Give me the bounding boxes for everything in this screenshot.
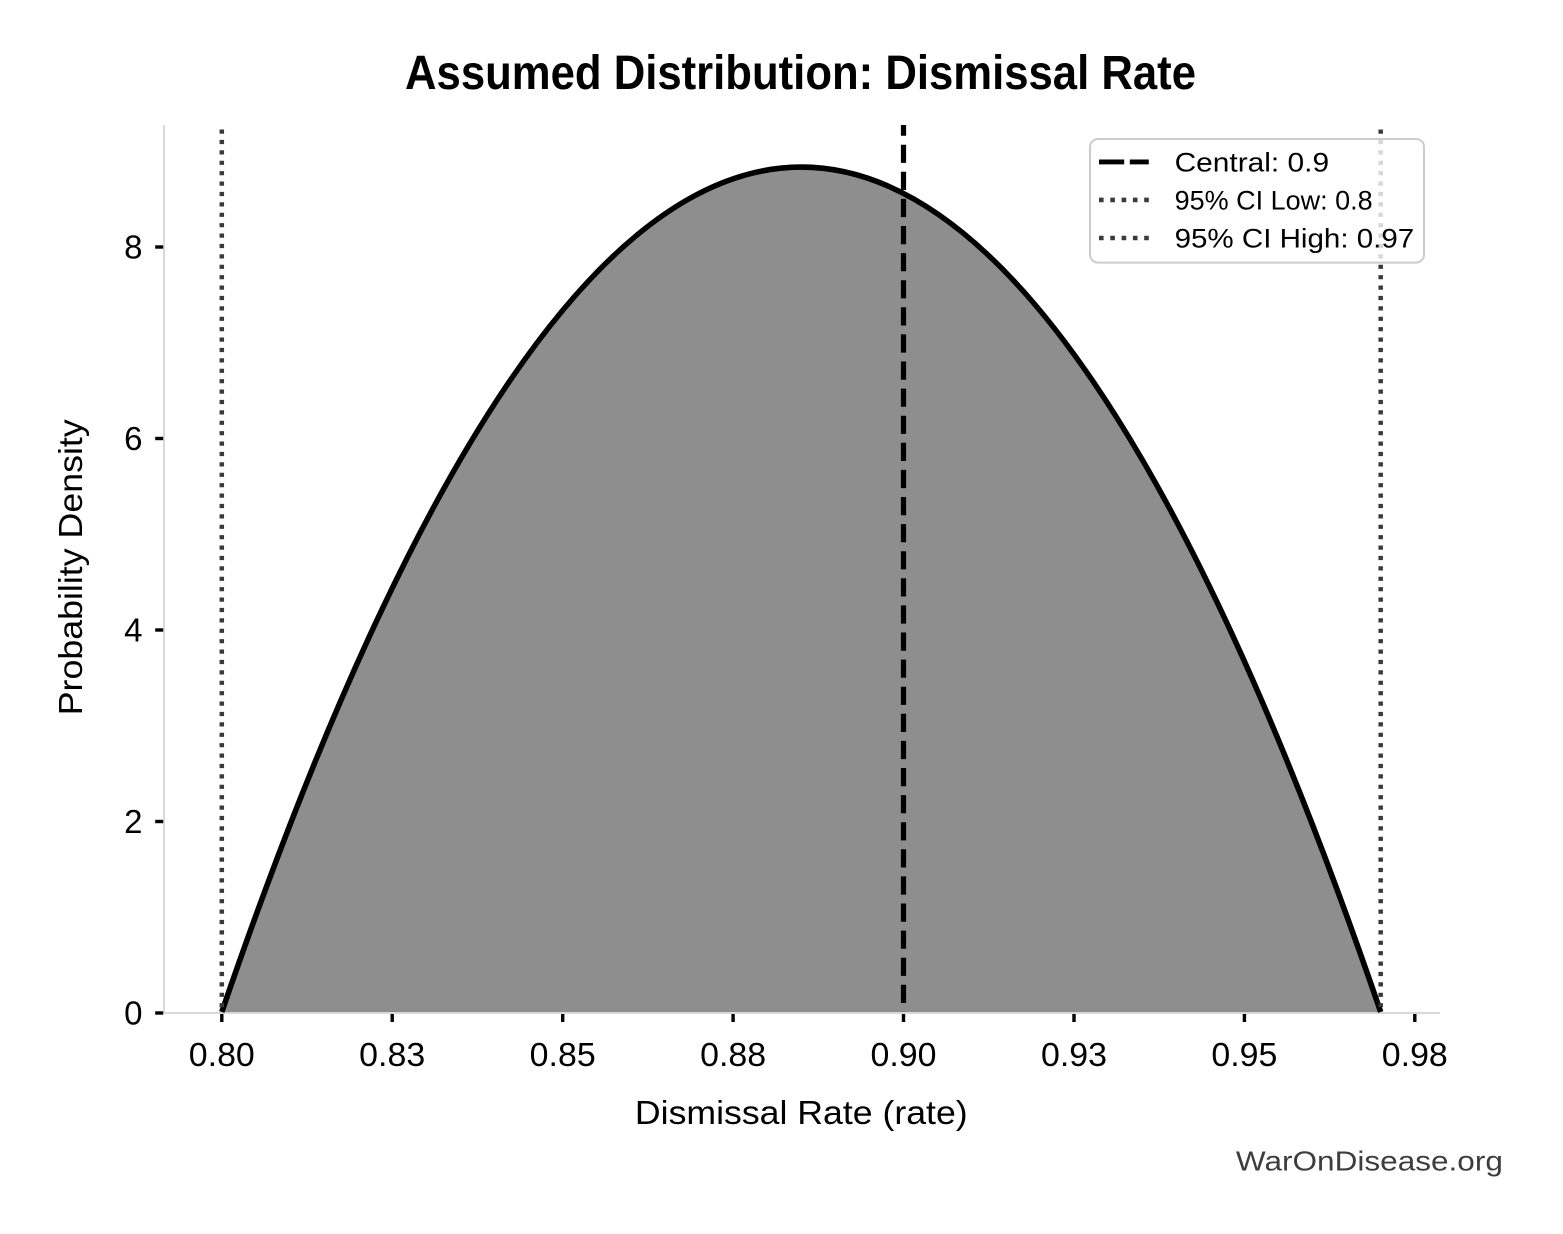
svg-text:Dismissal Rate (rate): Dismissal Rate (rate): [635, 1094, 968, 1131]
svg-text:2: 2: [124, 803, 142, 840]
svg-text:0.98: 0.98: [1382, 1036, 1448, 1073]
svg-text:WarOnDisease.org: WarOnDisease.org: [1236, 1145, 1503, 1176]
svg-text:0.85: 0.85: [530, 1036, 596, 1073]
svg-text:95% CI Low: 0.8: 95% CI Low: 0.8: [1175, 185, 1373, 215]
svg-text:8: 8: [124, 229, 142, 266]
svg-text:4: 4: [124, 612, 142, 649]
svg-text:0.83: 0.83: [359, 1036, 425, 1073]
svg-text:Probability Density: Probability Density: [52, 419, 89, 716]
svg-text:0.88: 0.88: [700, 1036, 766, 1073]
svg-text:6: 6: [124, 420, 142, 457]
svg-text:0.80: 0.80: [189, 1036, 255, 1073]
svg-text:0.93: 0.93: [1041, 1036, 1107, 1073]
svg-text:Assumed Distribution: Dismissa: Assumed Distribution: Dismissal Rate: [405, 47, 1196, 100]
svg-text:0: 0: [124, 995, 142, 1032]
svg-text:95% CI High: 0.97: 95% CI High: 0.97: [1175, 224, 1415, 254]
svg-text:0.95: 0.95: [1211, 1036, 1277, 1073]
svg-text:Central: 0.9: Central: 0.9: [1175, 147, 1330, 177]
svg-text:0.90: 0.90: [871, 1036, 937, 1073]
